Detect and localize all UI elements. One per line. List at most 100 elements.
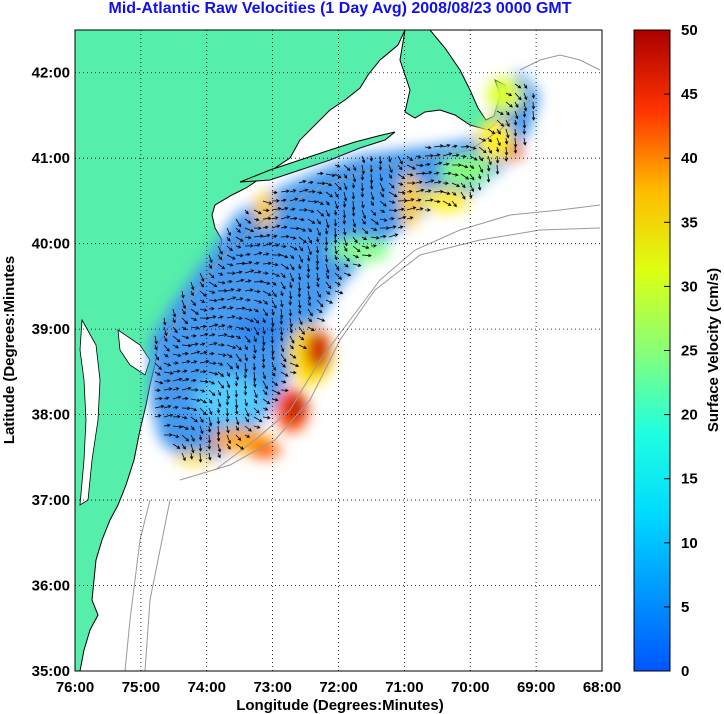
velocity-arrow xyxy=(271,190,278,195)
velocity-arrow xyxy=(397,207,405,212)
velocity-arrow xyxy=(334,272,343,280)
grid-lines xyxy=(75,30,602,671)
velocity-arrow xyxy=(360,182,365,192)
velocity-arrow xyxy=(207,443,212,450)
velocity-arrow xyxy=(289,236,297,240)
velocity-arrow xyxy=(234,380,239,387)
velocity-arrow xyxy=(181,326,187,331)
velocity-arrow xyxy=(181,351,189,356)
velocity-arrow xyxy=(280,215,291,220)
velocity-arrow xyxy=(424,145,432,150)
velocity-arrow xyxy=(352,254,360,259)
velocity-arrow xyxy=(316,209,325,217)
velocity-arrow xyxy=(522,119,527,129)
velocity-arrow xyxy=(154,335,158,345)
velocity-arrow xyxy=(217,297,225,302)
velocity-arrow xyxy=(208,380,215,385)
velocity-arrow xyxy=(208,315,217,319)
velocity-arrow xyxy=(244,353,248,362)
velocity-arrow xyxy=(343,182,348,191)
velocity-arrow xyxy=(235,297,244,301)
velocity-arrow xyxy=(226,434,232,445)
velocity-arrow xyxy=(361,200,365,209)
velocity-arrow xyxy=(504,137,509,145)
velocity-arrow xyxy=(172,395,182,400)
velocity-arrow xyxy=(495,146,500,153)
velocity-arrow xyxy=(199,324,207,329)
velocity-arrow xyxy=(352,227,356,234)
velocity-arrow xyxy=(307,317,313,323)
velocity-arrow xyxy=(306,254,311,262)
velocity-arrow xyxy=(316,200,324,205)
velocity-arrow xyxy=(189,452,194,460)
velocity-arrow xyxy=(289,344,294,350)
velocity-arrow xyxy=(172,443,181,449)
velocity-arrow xyxy=(334,164,341,168)
velocity-arrow xyxy=(397,155,403,165)
velocity-arrow xyxy=(379,191,385,198)
velocity-arrow xyxy=(361,245,370,250)
velocity-arrow xyxy=(271,207,282,211)
velocity-arrow xyxy=(397,164,403,171)
velocity-arrow xyxy=(226,271,236,275)
velocity-arrow xyxy=(271,398,279,402)
velocity-arrow xyxy=(280,189,290,194)
velocity-arrow xyxy=(190,388,199,392)
y-tick-label: 40:00 xyxy=(32,236,70,253)
velocity-arrow xyxy=(208,290,216,294)
velocity-arrow xyxy=(271,199,280,203)
velocity-arrow xyxy=(235,425,239,432)
velocity-arrow xyxy=(262,407,269,411)
velocity-arrow xyxy=(280,299,284,308)
velocity-arrow xyxy=(316,218,321,225)
velocity-arrow xyxy=(288,290,293,300)
velocity-arrow xyxy=(406,164,416,170)
velocity-arrow xyxy=(226,227,231,237)
velocity-arrow xyxy=(253,299,263,304)
velocity-arrow xyxy=(217,305,227,310)
velocity-arrow xyxy=(181,308,186,315)
velocity-arrow xyxy=(514,92,522,101)
velocity-arrow xyxy=(172,377,183,382)
velocity-arrow xyxy=(324,236,329,246)
velocity-arrow xyxy=(279,326,284,336)
velocity-arrow xyxy=(316,290,321,298)
velocity-arrow xyxy=(208,398,213,404)
velocity-arrow xyxy=(226,334,235,339)
velocity-arrow xyxy=(496,128,501,135)
velocity-arrow xyxy=(496,119,505,127)
velocity-arrow xyxy=(199,369,207,374)
velocity-arrow xyxy=(181,452,186,462)
velocity-arrow xyxy=(163,335,168,343)
velocity-arrow xyxy=(478,146,487,154)
velocity-arrow xyxy=(199,342,206,346)
velocity-arrow xyxy=(262,225,269,230)
velocity-arrow xyxy=(244,335,251,343)
velocity-arrow xyxy=(478,164,484,173)
velocity-arrow xyxy=(316,171,324,176)
velocity-arrow xyxy=(325,281,332,290)
velocity-arrow xyxy=(298,227,307,232)
velocity-arrow xyxy=(154,344,158,351)
colorbar-tick-label: 15 xyxy=(681,471,698,488)
velocity-arrow xyxy=(388,216,395,221)
velocity-arrow xyxy=(217,315,224,319)
velocity-arrow xyxy=(460,144,470,149)
velocity-arrow xyxy=(181,299,186,310)
velocity-arrow xyxy=(460,164,469,169)
velocity-arrow xyxy=(252,371,257,382)
velocity-arrow xyxy=(172,353,182,358)
y-tick-label: 37:00 xyxy=(32,492,70,509)
velocity-arrow xyxy=(226,344,237,349)
velocity-arrow xyxy=(325,191,333,198)
velocity-arrow xyxy=(424,198,434,202)
velocity-arrow xyxy=(244,434,251,438)
velocity-arrow xyxy=(208,263,213,269)
velocity-arrows xyxy=(154,83,536,463)
velocity-arrow xyxy=(208,341,218,346)
velocity-arrow xyxy=(424,162,431,167)
y-tick-label: 35:00 xyxy=(32,663,70,680)
velocity-arrow xyxy=(190,326,200,330)
velocity-arrow xyxy=(271,317,275,327)
